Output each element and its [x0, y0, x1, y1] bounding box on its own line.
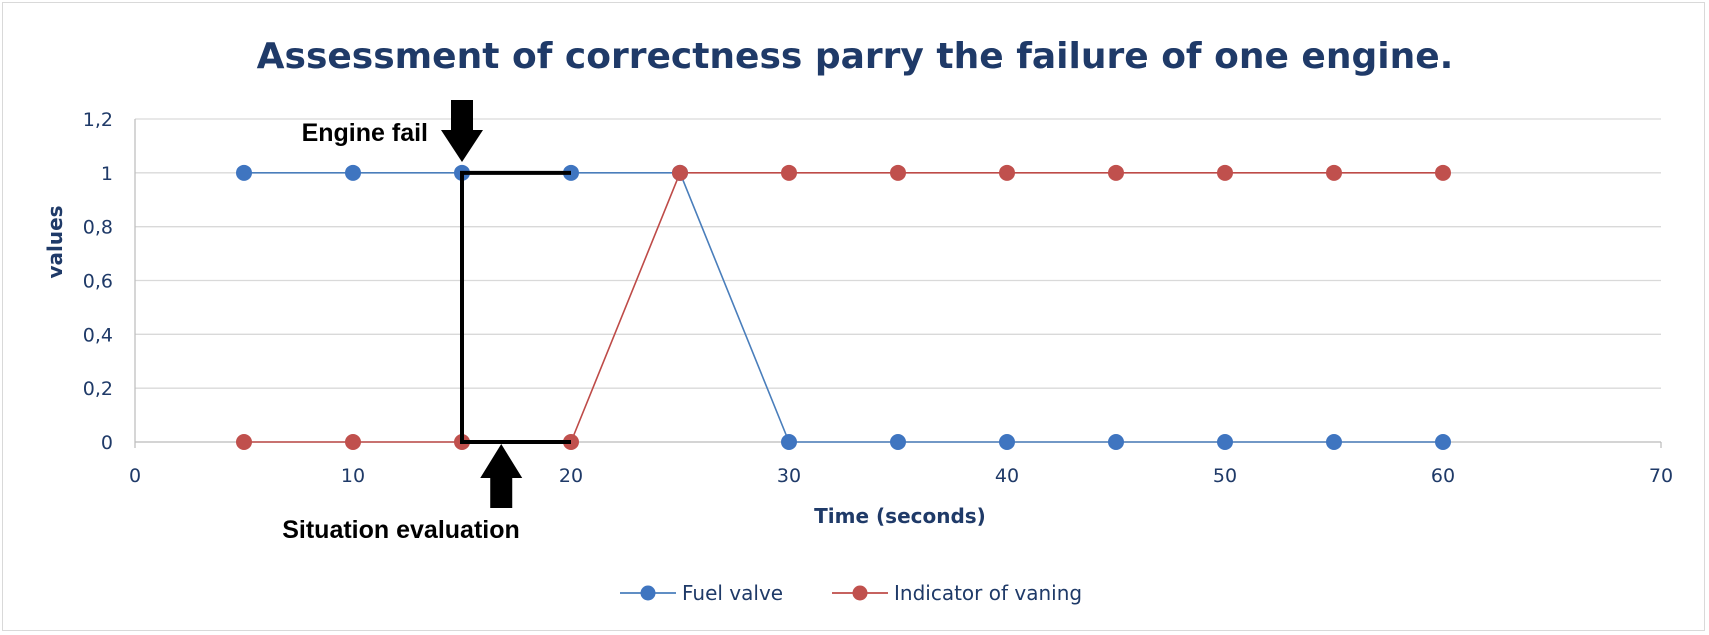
- series-1-point: [1326, 434, 1342, 450]
- series-2-point: [890, 164, 906, 181]
- legend: Fuel valve Indicator of vaning: [620, 581, 1082, 605]
- series: [236, 164, 1451, 450]
- series-2-point: [672, 164, 688, 181]
- series-2-point: [1217, 164, 1233, 181]
- series-2-point: [1435, 164, 1451, 181]
- y-tick-label: 0,8: [83, 217, 113, 239]
- series-1-point: [1435, 434, 1451, 450]
- x-tick-label: 40: [995, 465, 1019, 487]
- series-1-point: [1108, 434, 1124, 450]
- series-2-point: [236, 434, 252, 450]
- y-tick-label: 1: [101, 163, 113, 185]
- annotations: Engine fail Situation evaluation: [282, 100, 571, 544]
- tick-labels: 0 0,2 0,4 0,6 0,8 1 1,2 0 10 20 30 40 50 60 70: [83, 109, 1673, 487]
- chart-title: Assessment of correctness parry the fail…: [257, 36, 1454, 77]
- legend-label-2: Indicator of vaning: [894, 581, 1082, 605]
- series-1-point: [236, 164, 252, 181]
- engine-fail-label: Engine fail: [302, 119, 428, 147]
- y-tick-label: 1,2: [83, 109, 113, 131]
- x-tick-label: 20: [559, 465, 583, 487]
- evaluation-bracket: [460, 170, 571, 444]
- x-axis-title: Time (seconds): [814, 504, 986, 528]
- y-axis-title: values: [43, 205, 67, 278]
- y-tick-label: 0,6: [83, 271, 113, 293]
- legend-marker-2: [852, 585, 868, 601]
- situation-evaluation-arrow: [480, 444, 523, 508]
- x-tick-label: 50: [1213, 465, 1237, 487]
- x-tick-label: 30: [777, 465, 801, 487]
- x-tick-label: 10: [341, 465, 365, 487]
- x-tick-label: 70: [1649, 465, 1673, 487]
- series-2-point: [1108, 164, 1124, 181]
- series-line-1: [244, 172, 1443, 443]
- x-tick-label: 60: [1431, 465, 1455, 487]
- series-1-point: [890, 434, 906, 450]
- series-1-point: [345, 164, 361, 181]
- x-tick-label: 0: [129, 465, 141, 487]
- series-2-point: [999, 164, 1015, 181]
- situation-evaluation-label: Situation evaluation: [282, 516, 520, 544]
- series-1-point: [781, 434, 797, 450]
- series-2-point: [345, 434, 361, 450]
- series-1-point: [1217, 434, 1233, 450]
- series-2-point: [781, 164, 797, 181]
- series-1-point: [999, 434, 1015, 450]
- legend-marker-1: [640, 585, 656, 601]
- y-tick-label: 0: [101, 432, 113, 454]
- legend-label-1: Fuel valve: [682, 581, 783, 605]
- y-tick-label: 0,2: [83, 378, 113, 400]
- engine-fail-arrow: [441, 100, 483, 162]
- series-2-point: [1326, 164, 1342, 181]
- y-tick-label: 0,4: [83, 324, 113, 346]
- series-line-2: [244, 172, 1443, 443]
